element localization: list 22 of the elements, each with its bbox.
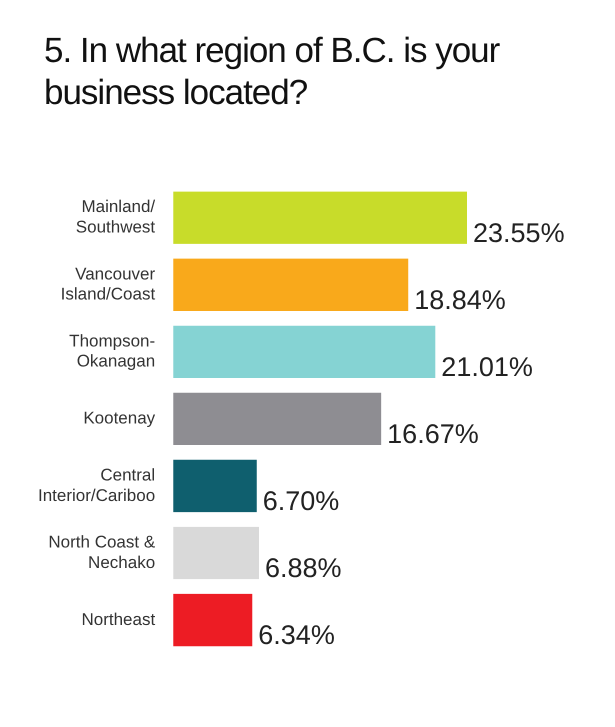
bar [173, 460, 257, 512]
bar [173, 258, 408, 311]
y-tick-label: Vancouver Island/Coast [60, 264, 156, 304]
y-tick-label: North Coast & Nechako [48, 532, 156, 572]
y-tick-label: Mainland/Southwest [76, 197, 156, 237]
data-label: 23.55% [473, 218, 565, 248]
y-tick-label: Northeast [81, 610, 156, 629]
data-label: 6.88% [265, 553, 342, 584]
y-tick-label: Kootenay [83, 408, 156, 428]
y-tick-label: Thompson-Okanagan [69, 331, 156, 371]
data-label: 21.01% [441, 352, 533, 382]
bar [173, 192, 467, 244]
data-label: 16.67% [387, 419, 479, 450]
bar [173, 526, 260, 580]
bar [173, 326, 436, 378]
data-label: 6.70% [262, 486, 340, 516]
bar [173, 594, 252, 646]
y-tick-label: Central Interior/Cariboo [38, 465, 156, 505]
bar [173, 392, 382, 446]
data-label: 18.84% [414, 284, 506, 315]
data-label: 6.34% [258, 620, 335, 650]
chart-title: 5. In what region of B.C. is your business located? [43, 30, 501, 114]
